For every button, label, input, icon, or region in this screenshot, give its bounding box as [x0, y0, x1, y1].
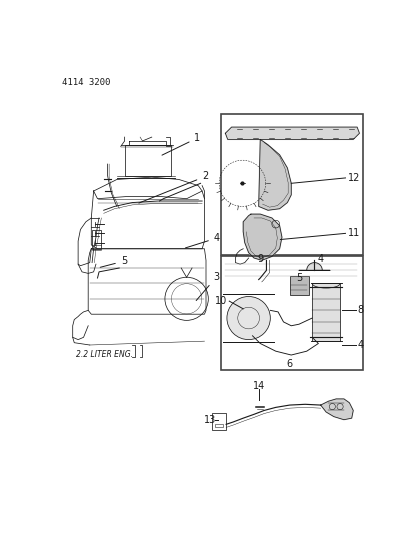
Bar: [222, 256, 363, 370]
Circle shape: [227, 296, 271, 340]
Text: 2.2 LITER ENG.: 2.2 LITER ENG.: [76, 350, 133, 359]
Text: 4: 4: [185, 233, 220, 248]
Polygon shape: [259, 140, 291, 210]
Text: 9: 9: [257, 254, 263, 264]
Bar: [312, 284, 340, 341]
Text: 4: 4: [318, 254, 324, 264]
Text: 5: 5: [100, 256, 127, 268]
Text: 5: 5: [296, 273, 302, 283]
Text: 1: 1: [162, 133, 200, 155]
Bar: [215, 424, 223, 427]
Polygon shape: [321, 399, 353, 419]
Text: 4114 3200: 4114 3200: [62, 78, 110, 87]
Text: 12: 12: [348, 173, 360, 183]
Text: 14: 14: [253, 381, 265, 391]
Text: 4: 4: [357, 340, 363, 350]
Text: 11: 11: [348, 228, 360, 238]
Text: 3: 3: [196, 271, 220, 301]
Polygon shape: [299, 263, 330, 270]
Text: 2: 2: [139, 172, 208, 203]
Bar: [124, 145, 171, 175]
Bar: [92, 230, 101, 249]
Text: 10: 10: [215, 296, 228, 306]
Text: 13: 13: [204, 415, 216, 425]
Bar: [212, 413, 226, 430]
Polygon shape: [243, 214, 282, 260]
Bar: [290, 276, 309, 295]
Text: 6: 6: [287, 359, 293, 369]
Polygon shape: [225, 127, 359, 140]
Bar: [222, 114, 363, 255]
Text: 8: 8: [357, 305, 363, 316]
